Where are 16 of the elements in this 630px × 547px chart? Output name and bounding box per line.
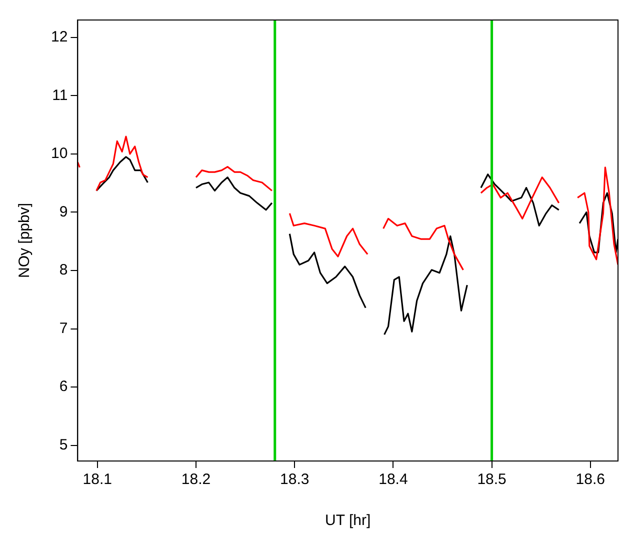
y-tick-label: 8 [59, 262, 68, 279]
x-tick-label: 18.2 [181, 471, 211, 488]
x-tick-label: 18.5 [477, 471, 506, 488]
y-tick-label: 9 [59, 203, 68, 220]
y-axis-title: NOy [ppbv] [16, 202, 34, 278]
x-tick-label: 18.1 [82, 471, 112, 488]
y-tick-label: 6 [59, 378, 68, 396]
x-tick-label: 18.6 [576, 471, 605, 488]
x-axis-title: UT [hr] [325, 512, 371, 530]
x-tick-label: 18.3 [280, 471, 310, 488]
y-tick-label: 10 [50, 145, 68, 162]
y-tick-label: 11 [52, 86, 68, 104]
y-tick-label: 5 [59, 436, 68, 454]
x-tick-label: 18.4 [378, 471, 408, 488]
y-tick-label: 7 [59, 320, 68, 337]
y-tick-label: 12 [50, 28, 68, 46]
